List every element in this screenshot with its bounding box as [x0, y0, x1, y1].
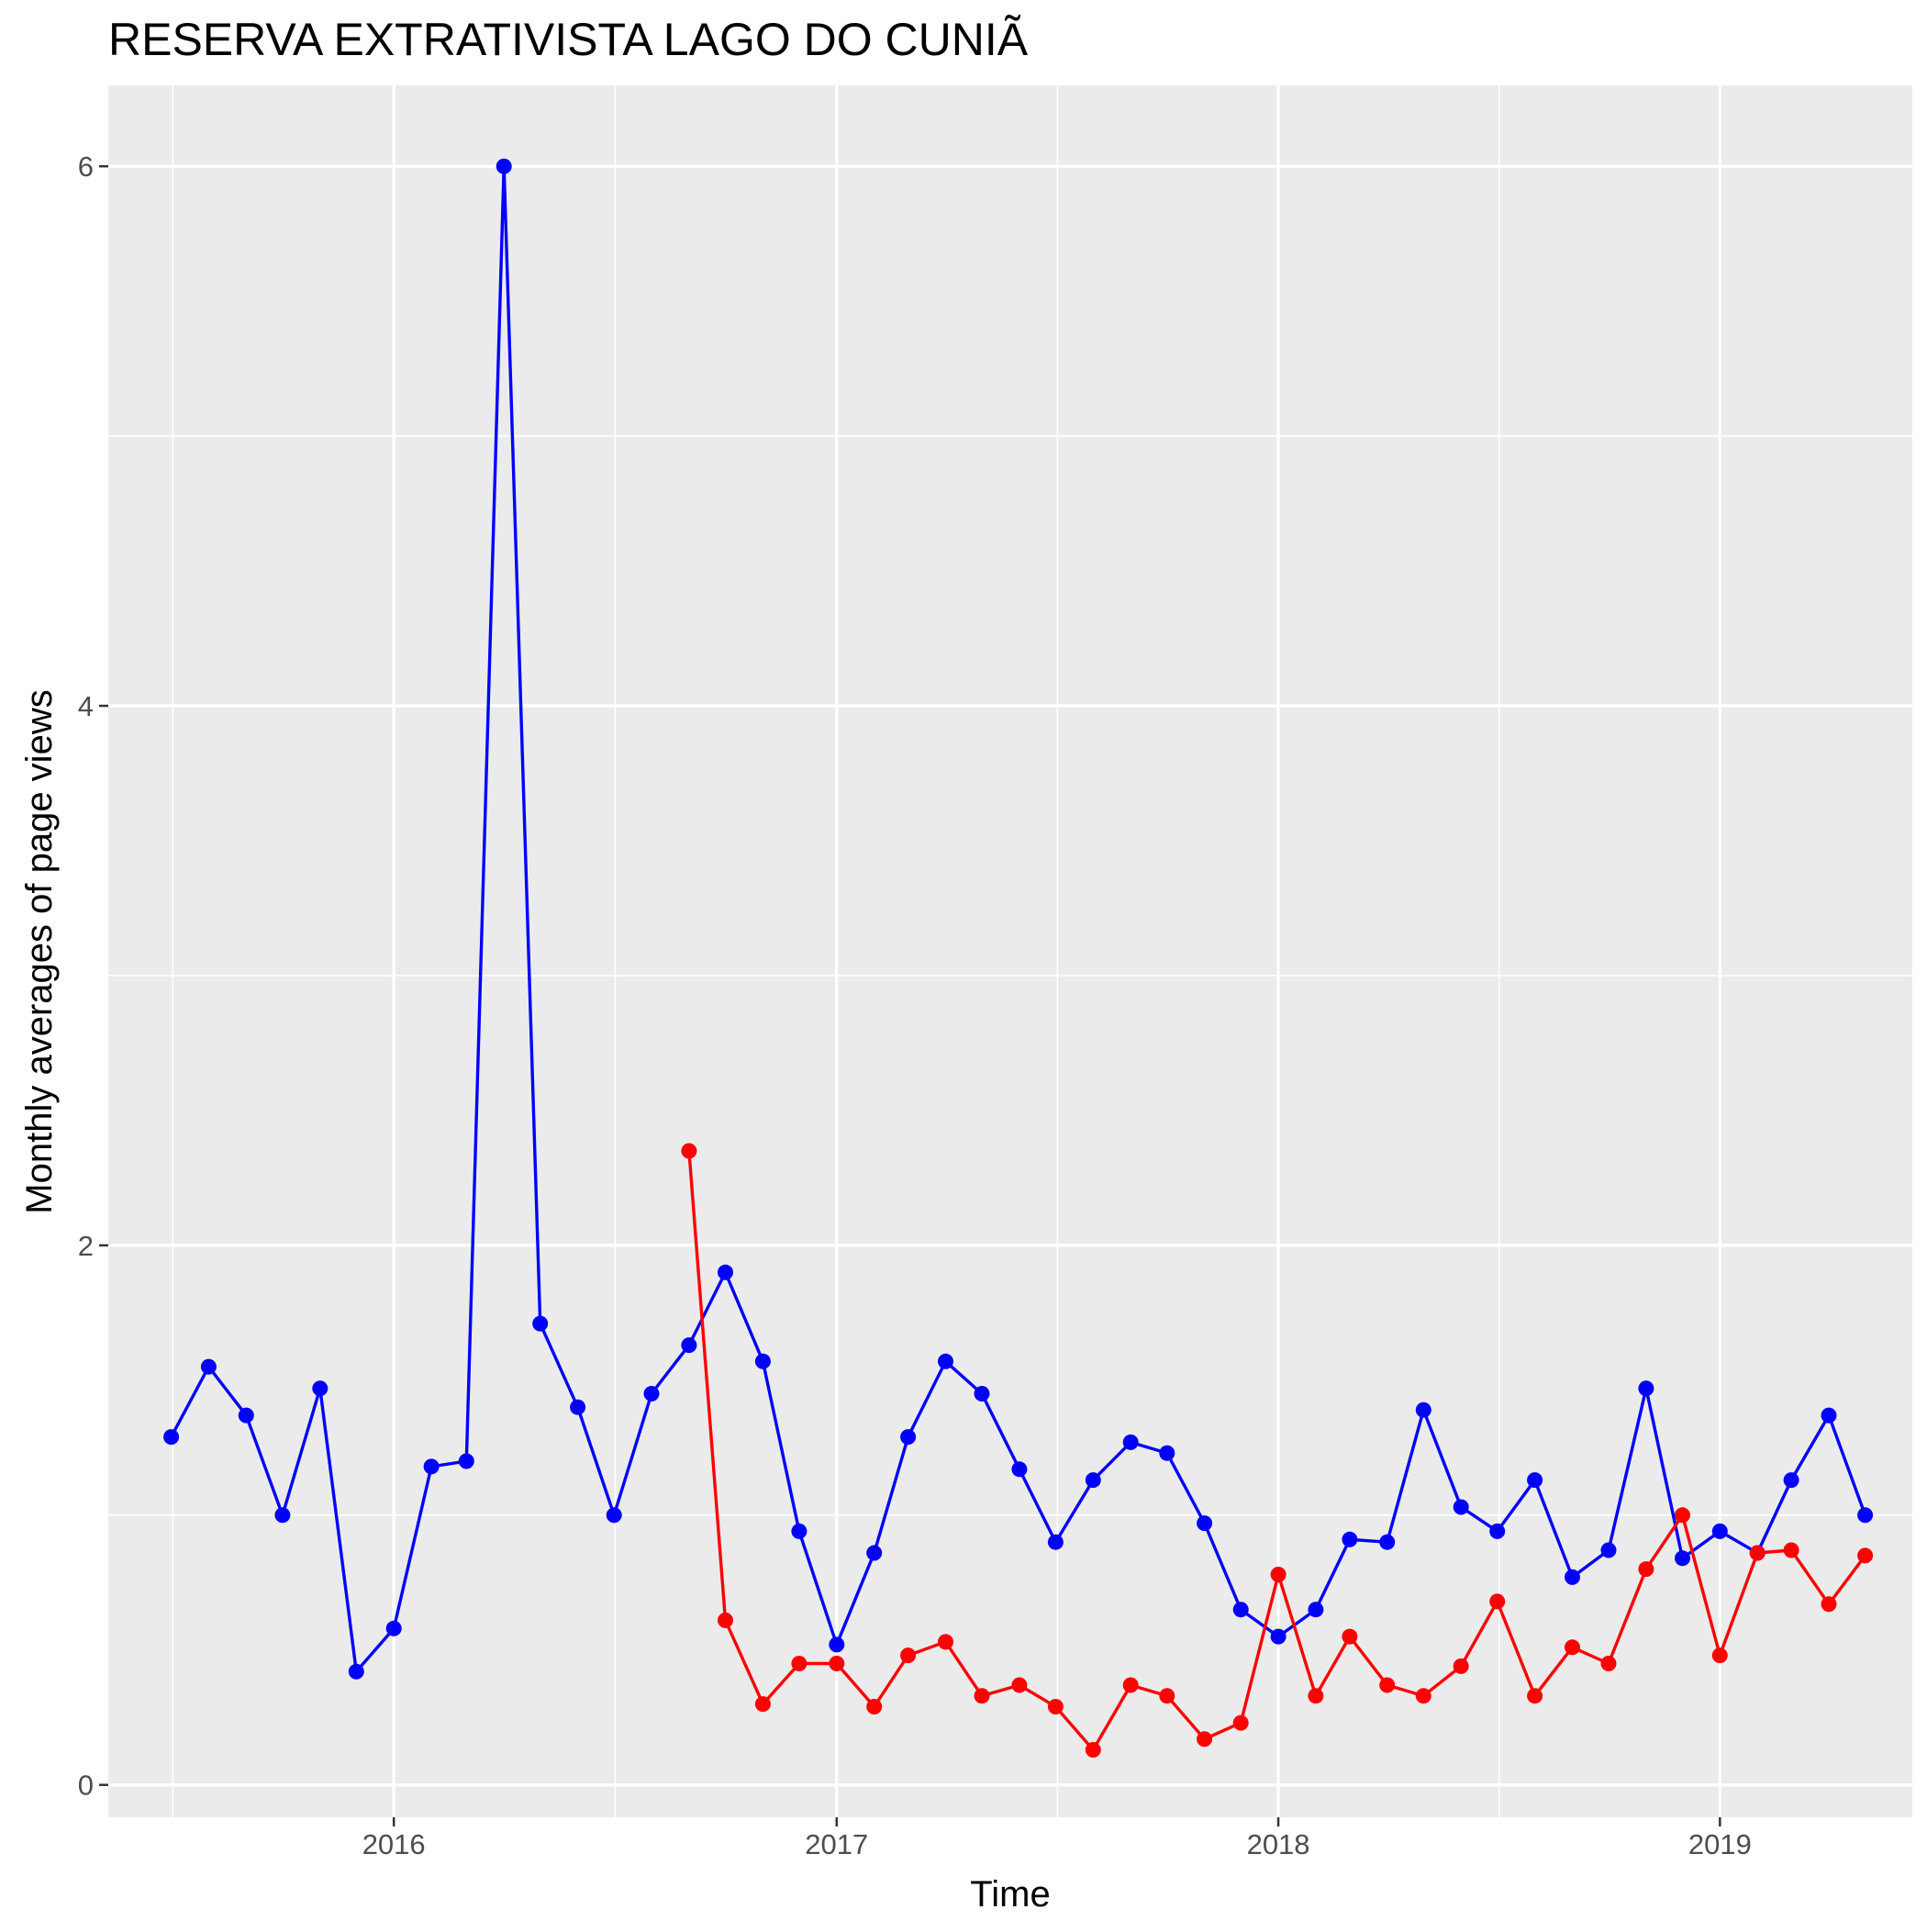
data-point: [900, 1647, 917, 1664]
y-tick-label: 0: [78, 1770, 94, 1802]
axes: 0 2 4 6 2016 2017 2018 2019: [78, 151, 1752, 1860]
data-point: [458, 1453, 474, 1469]
data-point: [643, 1386, 660, 1402]
data-point: [1489, 1593, 1506, 1610]
data-point: [938, 1353, 953, 1369]
data-point: [1489, 1523, 1506, 1539]
data-point: [1638, 1380, 1654, 1397]
data-point: [1197, 1731, 1213, 1748]
data-point: [866, 1699, 883, 1714]
minor-gridlines: [108, 85, 1912, 1817]
data-point: [1342, 1628, 1358, 1645]
data-point: [718, 1264, 733, 1280]
data-point: [974, 1386, 990, 1402]
data-point: [1711, 1647, 1728, 1664]
data-point: [1821, 1407, 1837, 1424]
data-point: [274, 1507, 291, 1524]
data-point: [1638, 1561, 1654, 1578]
data-point: [1565, 1569, 1580, 1585]
data-point: [532, 1315, 549, 1332]
data-point: [1675, 1550, 1690, 1567]
data-point: [1415, 1688, 1431, 1704]
data-point: [900, 1429, 917, 1446]
data-point: [1232, 1714, 1249, 1731]
data-point: [1011, 1461, 1028, 1478]
series-layer: [163, 158, 1874, 1758]
data-point: [681, 1337, 697, 1354]
data-point: [1085, 1742, 1101, 1758]
data-point: [1675, 1507, 1690, 1524]
data-point: [1527, 1472, 1543, 1489]
data-point: [791, 1656, 808, 1671]
data-point: [200, 1358, 217, 1375]
data-point: [1379, 1534, 1396, 1550]
data-point: [1122, 1434, 1139, 1450]
data-point: [829, 1636, 845, 1653]
y-tick-label: 4: [78, 690, 94, 722]
data-point: [1565, 1639, 1580, 1656]
y-tick-label: 2: [78, 1230, 94, 1262]
data-point: [1415, 1402, 1431, 1418]
data-point: [1453, 1499, 1469, 1515]
data-point: [570, 1399, 586, 1415]
data-point: [423, 1458, 440, 1475]
x-tick-label: 2016: [362, 1828, 426, 1860]
data-point: [1749, 1545, 1765, 1561]
data-point: [1821, 1596, 1837, 1613]
data-point: [1308, 1602, 1324, 1618]
chart-title: RESERVA EXTRATIVISTA LAGO DO CUNIÃ: [108, 14, 1029, 65]
data-point: [1379, 1677, 1396, 1693]
data-point: [1011, 1677, 1028, 1693]
data-point: [1783, 1472, 1799, 1489]
data-point: [1122, 1677, 1139, 1693]
data-point: [866, 1545, 883, 1561]
data-point: [238, 1407, 254, 1424]
data-point: [1270, 1567, 1287, 1582]
x-tick-label: 2017: [805, 1828, 868, 1860]
data-point: [496, 158, 512, 174]
data-point: [1085, 1472, 1101, 1489]
data-point: [1197, 1515, 1213, 1532]
data-point: [829, 1656, 845, 1671]
data-point: [1270, 1628, 1287, 1645]
data-point: [1711, 1523, 1728, 1539]
data-point: [791, 1523, 808, 1539]
x-tick-label: 2019: [1688, 1828, 1752, 1860]
data-point: [681, 1143, 697, 1159]
y-tick-label: 6: [78, 151, 94, 183]
data-point: [754, 1696, 771, 1713]
y-axis-title: Monthly averages of page views: [19, 689, 60, 1213]
series-2: [681, 1143, 1874, 1758]
data-point: [348, 1663, 364, 1680]
data-point: [1342, 1531, 1358, 1547]
data-point: [1308, 1688, 1324, 1704]
data-point: [606, 1507, 622, 1524]
data-point: [1232, 1602, 1249, 1618]
data-point: [1783, 1542, 1799, 1558]
data-point: [938, 1634, 953, 1650]
plot-panel: [108, 85, 1912, 1817]
data-point: [1159, 1445, 1175, 1461]
data-point: [1047, 1534, 1064, 1550]
data-point: [1527, 1688, 1543, 1704]
data-point: [312, 1380, 329, 1397]
series-1: [163, 158, 1874, 1680]
x-axis-title: Time: [970, 1874, 1050, 1915]
data-point: [718, 1612, 733, 1628]
data-point: [1159, 1688, 1175, 1704]
data-point: [1857, 1507, 1874, 1524]
data-point: [385, 1620, 402, 1636]
data-point: [974, 1688, 990, 1704]
data-point: [754, 1353, 771, 1369]
data-point: [1600, 1542, 1617, 1558]
data-point: [163, 1429, 180, 1446]
x-tick-label: 2018: [1247, 1828, 1310, 1860]
data-point: [1047, 1699, 1064, 1714]
data-point: [1857, 1547, 1874, 1564]
data-point: [1600, 1656, 1617, 1671]
data-point: [1453, 1658, 1469, 1674]
